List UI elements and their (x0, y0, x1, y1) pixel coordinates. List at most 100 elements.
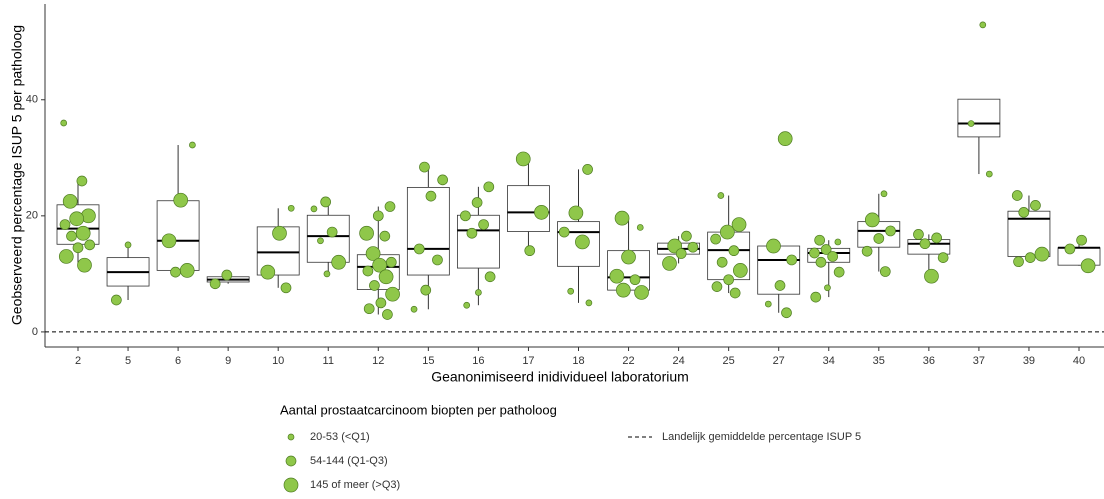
point (221, 269, 233, 281)
point (880, 190, 888, 198)
point (711, 281, 723, 292)
legend-label: Landelijk gemiddelde percentage ISUP 5 (662, 431, 861, 443)
point (985, 170, 993, 178)
x-axis-title: Geanonimiseerd inidividueel laboratorium (431, 369, 689, 385)
point (378, 269, 394, 285)
point (170, 266, 181, 278)
point (463, 301, 471, 309)
point (326, 226, 338, 238)
point (410, 305, 418, 313)
x-tick-label: 12 (372, 355, 384, 367)
x-tick-label: 39 (1023, 355, 1035, 367)
point (384, 201, 396, 212)
point (375, 297, 387, 309)
point (717, 192, 725, 199)
x-tick-label: 17 (522, 355, 534, 367)
point (864, 212, 880, 228)
x-tick-label: 37 (973, 355, 985, 367)
point (827, 251, 839, 262)
point (719, 224, 735, 240)
point (687, 241, 699, 253)
point (723, 274, 735, 286)
point (585, 299, 593, 307)
point (382, 309, 393, 320)
point (287, 204, 295, 212)
point (885, 225, 896, 237)
point (58, 249, 74, 264)
point (774, 280, 786, 291)
point (478, 219, 489, 230)
x-tick-label: 35 (873, 355, 885, 367)
point (1030, 200, 1041, 211)
box (456, 214, 500, 269)
point (810, 291, 822, 303)
point (766, 238, 781, 254)
point (323, 270, 331, 278)
point (621, 249, 636, 265)
point (75, 225, 91, 241)
point (558, 226, 570, 238)
point (432, 254, 443, 266)
point (809, 247, 820, 259)
point (66, 230, 77, 242)
point (1018, 207, 1030, 218)
x-tick-label: 2 (75, 355, 81, 367)
point (675, 248, 687, 259)
point (272, 225, 287, 241)
point (372, 257, 387, 273)
legend-symbol (283, 477, 299, 493)
point (728, 245, 740, 257)
point (124, 241, 132, 249)
point (179, 263, 195, 278)
x-tick-label: 5 (125, 355, 131, 367)
point (815, 256, 827, 268)
point (425, 190, 437, 202)
y-axis-title: Geobserveerd percentage ISUP 5 per patho… (9, 25, 25, 325)
point (634, 285, 649, 300)
point (879, 266, 891, 277)
point (359, 225, 374, 241)
x-tick-label: 10 (272, 355, 284, 367)
x-tick-label: 24 (672, 355, 684, 367)
point (662, 256, 677, 271)
point (365, 246, 381, 261)
point (1013, 256, 1024, 268)
point (1080, 258, 1096, 274)
box (156, 200, 200, 271)
point (575, 234, 590, 250)
point (310, 205, 318, 213)
point (483, 181, 495, 193)
point (924, 268, 939, 284)
point (967, 120, 975, 127)
point (419, 161, 430, 173)
point (873, 233, 885, 244)
point (629, 274, 641, 286)
point (567, 287, 575, 295)
point (379, 230, 391, 242)
point (919, 238, 931, 250)
point (568, 205, 584, 221)
x-tick-label: 11 (323, 355, 334, 367)
point (1076, 234, 1087, 246)
point (84, 239, 96, 251)
point (834, 238, 842, 246)
legend-label: 145 of meer (>Q3) (310, 479, 400, 491)
x-tick-label: 25 (723, 355, 735, 367)
box (957, 98, 1001, 138)
point (1024, 252, 1036, 263)
x-tick-label: 27 (773, 355, 785, 367)
point (814, 234, 826, 246)
point (1064, 243, 1076, 255)
point (777, 131, 793, 146)
point (161, 233, 177, 249)
point (615, 282, 631, 298)
legend-symbol (285, 455, 297, 467)
point (76, 175, 88, 187)
point (77, 257, 92, 273)
point (189, 141, 196, 149)
x-tick-label: 9 (225, 355, 231, 367)
y-tick-label: 40 (26, 94, 38, 106)
box (306, 214, 350, 263)
point (524, 245, 536, 257)
point (280, 282, 292, 294)
